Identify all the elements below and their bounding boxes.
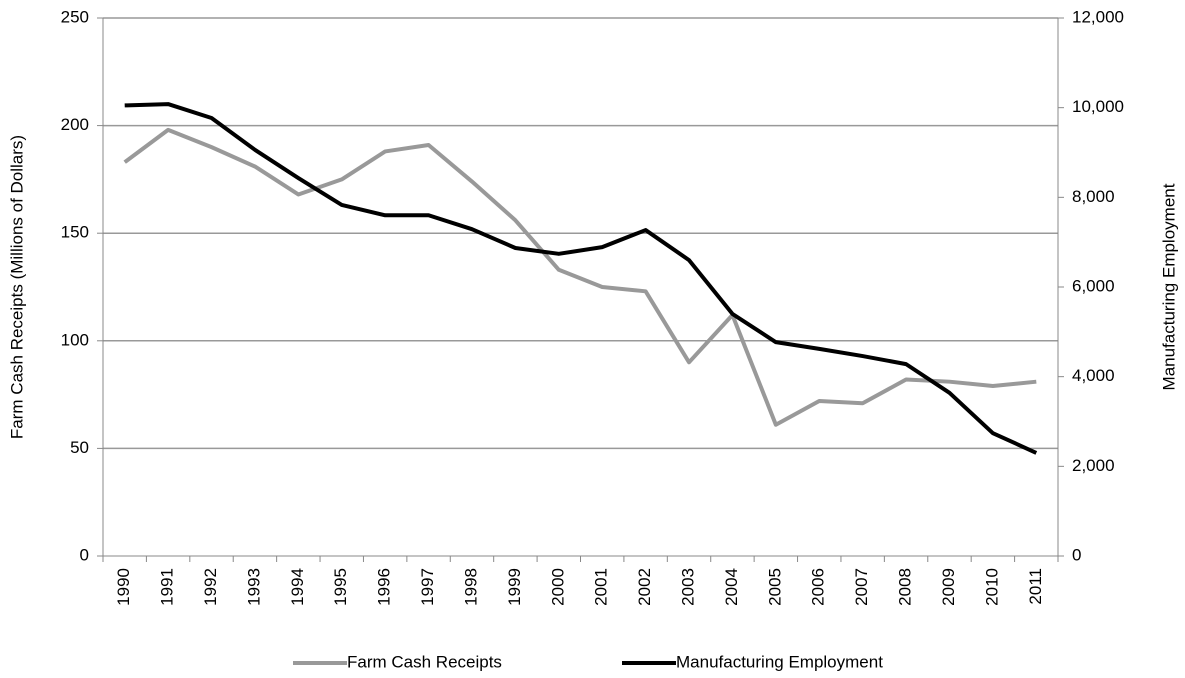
x-tick-label: 2001 xyxy=(592,568,611,606)
y2-tick-label: 6,000 xyxy=(1072,276,1115,295)
x-tick-label: 1994 xyxy=(288,568,307,606)
x-tick-label: 2005 xyxy=(765,568,784,606)
y-tick-label: 100 xyxy=(61,330,89,349)
x-tick-label: 2008 xyxy=(896,568,915,606)
x-tick-label: 2002 xyxy=(635,568,654,606)
y-tick-label: 0 xyxy=(80,545,89,564)
legend-label: Manufacturing Employment xyxy=(676,652,883,671)
x-tick-label: 1992 xyxy=(201,568,220,606)
x-tick-label: 2009 xyxy=(939,568,958,606)
x-tick-label: 2006 xyxy=(809,568,828,606)
x-tick-label: 2010 xyxy=(982,568,1001,606)
y-axis-title: Farm Cash Receipts (Millions of Dollars) xyxy=(7,135,26,439)
x-tick-label: 1999 xyxy=(505,568,524,606)
x-tick-label: 1993 xyxy=(244,568,263,606)
x-tick-label: 2007 xyxy=(852,568,871,606)
y-tick-label: 50 xyxy=(70,438,89,457)
y2-tick-label: 4,000 xyxy=(1072,366,1115,385)
y2-axis-title: Manufacturing Employment xyxy=(1159,183,1178,390)
y2-tick-label: 10,000 xyxy=(1072,97,1124,116)
series-line xyxy=(123,127,1037,427)
x-tick-label: 1995 xyxy=(331,568,350,606)
x-tick-label: 2011 xyxy=(1026,568,1045,605)
x-tick-label: 1998 xyxy=(461,568,480,606)
x-tick-label: 1990 xyxy=(114,568,133,606)
x-tick-label: 1991 xyxy=(158,568,177,606)
y2-tick-label: 2,000 xyxy=(1072,456,1115,475)
x-tick-label: 2003 xyxy=(679,568,698,606)
series-line xyxy=(124,102,1038,455)
y-tick-label: 200 xyxy=(61,115,89,134)
x-tick-label: 1996 xyxy=(375,568,394,606)
y2-tick-label: 8,000 xyxy=(1072,187,1115,206)
y-tick-label: 250 xyxy=(61,7,89,26)
x-tick-label: 2000 xyxy=(548,568,567,606)
y2-tick-label: 0 xyxy=(1072,545,1081,564)
x-tick-label: 1997 xyxy=(418,568,437,606)
y-tick-label: 150 xyxy=(61,223,89,242)
legend-label: Farm Cash Receipts xyxy=(347,652,502,671)
x-tick-label: 2004 xyxy=(722,568,741,606)
y2-tick-label: 12,000 xyxy=(1072,7,1124,26)
